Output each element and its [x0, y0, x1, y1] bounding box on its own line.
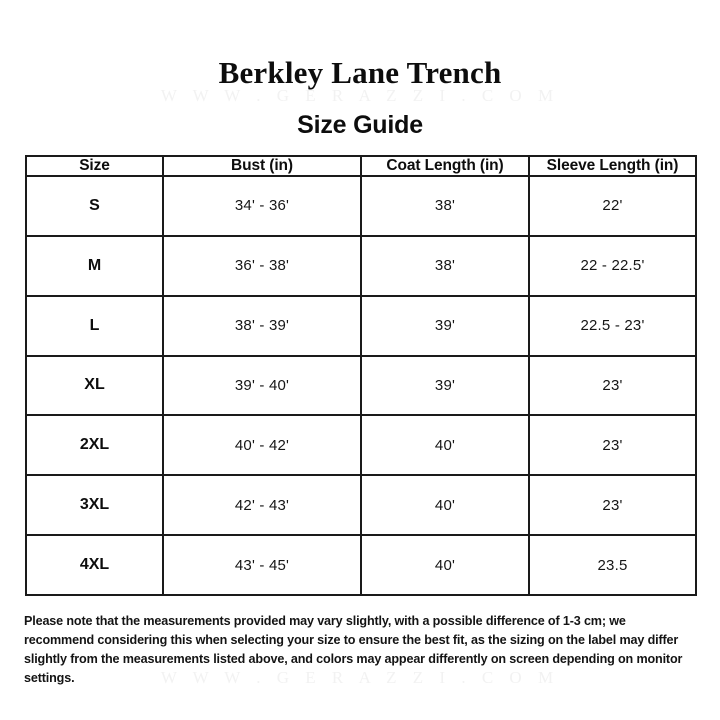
table-row: 4XL 43' - 45' 40' 23.5 [25, 534, 697, 596]
page-title: Berkley Lane Trench [218, 55, 502, 90]
cell-bust: 42' - 43' [162, 474, 362, 537]
column-header-bust: Bust (in) [162, 155, 362, 177]
column-header-coat: Coat Length (in) [360, 155, 530, 177]
cell-size: 4XL [25, 534, 164, 596]
table-row: 2XL 40' - 42' 40' 23' [25, 414, 697, 477]
cell-coat: 40' [360, 414, 530, 477]
table-row: XL 39' - 40' 39' 23' [25, 354, 697, 417]
table-row: L 38' - 39' 39' 22.5 - 23' [25, 294, 697, 357]
table-header-row: Size Bust (in) Coat Length (in) Sleeve L… [25, 155, 697, 177]
measurement-disclaimer: Please note that the measurements provid… [24, 614, 683, 685]
cell-bust: 38' - 39' [162, 294, 362, 357]
cell-coat: 38' [360, 175, 530, 237]
column-header-sleeve: Sleeve Length (in) [528, 155, 697, 177]
cell-size: 3XL [25, 474, 164, 537]
column-header-size: Size [25, 155, 164, 177]
cell-coat: 38' [360, 234, 530, 297]
cell-bust: 40' - 42' [162, 414, 362, 477]
table-row: M 36' - 38' 38' 22 - 22.5' [25, 234, 697, 297]
cell-size: S [25, 175, 164, 237]
table-row: 3XL 42' - 43' 40' 23' [25, 474, 697, 537]
cell-coat: 40' [360, 474, 530, 537]
cell-sleeve: 23' [528, 354, 697, 417]
cell-sleeve: 22' [528, 175, 697, 237]
cell-coat: 39' [360, 294, 530, 357]
cell-size: 2XL [25, 414, 164, 477]
cell-bust: 39' - 40' [162, 354, 362, 417]
cell-coat: 40' [360, 534, 530, 596]
cell-size: M [25, 234, 164, 297]
size-table-container: Size Bust (in) Coat Length (in) Sleeve L… [25, 155, 697, 596]
cell-sleeve: 22.5 - 23' [528, 294, 697, 357]
cell-size: L [25, 294, 164, 357]
table-row: S 34' - 36' 38' 22' [25, 175, 697, 237]
cell-bust: 43' - 45' [162, 534, 362, 596]
cell-bust: 34' - 36' [162, 175, 362, 237]
cell-bust: 36' - 38' [162, 234, 362, 297]
page-subtitle: Size Guide [297, 111, 423, 139]
cell-sleeve: 23' [528, 474, 697, 537]
cell-sleeve: 23' [528, 414, 697, 477]
cell-size: XL [25, 354, 164, 417]
cell-sleeve: 23.5 [528, 534, 697, 596]
size-table: Size Bust (in) Coat Length (in) Sleeve L… [25, 155, 697, 596]
cell-sleeve: 22 - 22.5' [528, 234, 697, 297]
cell-coat: 39' [360, 354, 530, 417]
